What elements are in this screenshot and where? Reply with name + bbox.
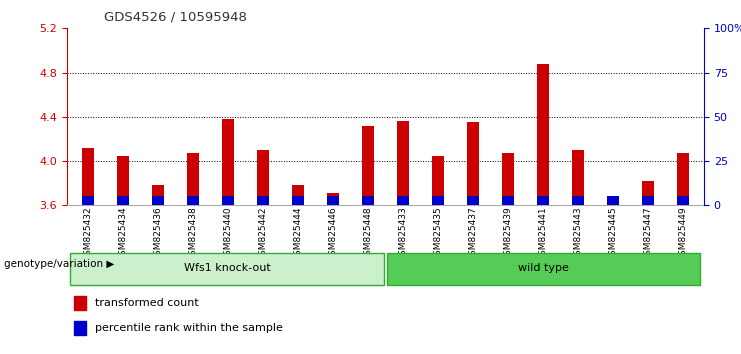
FancyBboxPatch shape [387, 253, 700, 285]
Bar [187, 196, 199, 205]
Bar [396, 121, 409, 205]
Text: Wfs1 knock-out: Wfs1 knock-out [184, 263, 270, 273]
Bar [327, 196, 339, 205]
Bar [116, 196, 129, 205]
Bar [73, 296, 86, 310]
Bar [256, 150, 269, 205]
Bar [152, 185, 164, 205]
Bar [362, 196, 374, 205]
Bar [572, 196, 584, 205]
Text: genotype/variation ▶: genotype/variation ▶ [4, 259, 114, 269]
Bar [256, 196, 269, 205]
Bar [572, 150, 584, 205]
Bar [677, 196, 689, 205]
Bar [607, 196, 619, 205]
Bar [292, 196, 304, 205]
Bar [187, 153, 199, 205]
Bar [467, 122, 479, 205]
Bar [222, 119, 234, 205]
Bar [362, 126, 374, 205]
Text: transformed count: transformed count [95, 298, 199, 308]
Bar [502, 196, 514, 205]
Bar [152, 196, 164, 205]
Bar [396, 196, 409, 205]
Bar [327, 193, 339, 205]
Bar [82, 196, 94, 205]
Bar [536, 196, 549, 205]
Bar [116, 155, 129, 205]
Bar [607, 199, 619, 205]
Bar [536, 64, 549, 205]
Bar [677, 153, 689, 205]
Bar [82, 148, 94, 205]
Text: GDS4526 / 10595948: GDS4526 / 10595948 [104, 11, 247, 24]
Bar [432, 155, 444, 205]
Bar [222, 196, 234, 205]
Bar [73, 321, 86, 335]
Bar [292, 185, 304, 205]
FancyBboxPatch shape [70, 253, 384, 285]
Text: wild type: wild type [518, 263, 569, 273]
Text: percentile rank within the sample: percentile rank within the sample [95, 323, 282, 333]
Bar [432, 196, 444, 205]
Bar [502, 153, 514, 205]
Bar [467, 196, 479, 205]
Bar [642, 181, 654, 205]
Bar [642, 196, 654, 205]
